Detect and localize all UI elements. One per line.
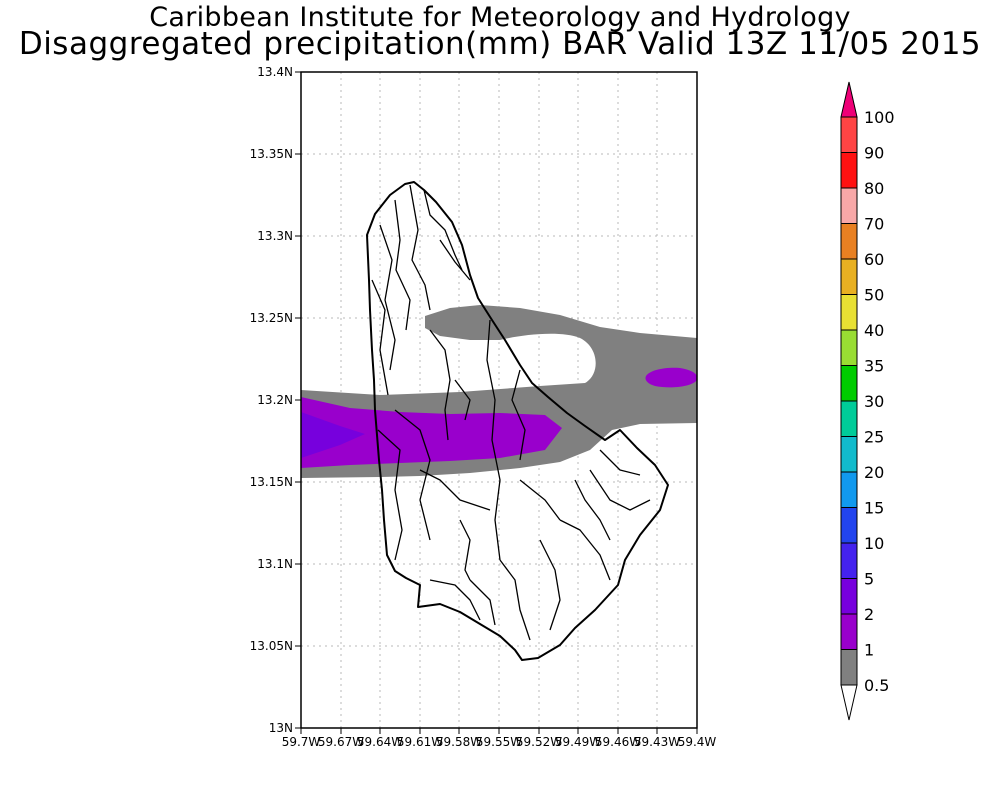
colorbar-swatch bbox=[840, 294, 858, 331]
colorbar-swatch bbox=[840, 578, 858, 615]
colorbar-swatch bbox=[840, 436, 858, 473]
x-axis-labels: 59.7W 59.67W 59.64W 59.61W 59.58W 59.55W… bbox=[282, 735, 717, 749]
x-axis-ticks bbox=[300, 728, 698, 734]
colorbar-label: 100 bbox=[864, 108, 895, 127]
y-tick-label: 13.4N bbox=[257, 65, 293, 79]
x-tick-label: 59.7W bbox=[282, 735, 321, 749]
x-tick-label: 59.58W bbox=[436, 735, 482, 749]
colorbar-label: 60 bbox=[864, 250, 884, 269]
colorbar-label: 15 bbox=[864, 499, 884, 518]
x-tick-label: 59.64W bbox=[357, 735, 403, 749]
colorbar-label: 0.5 bbox=[864, 676, 889, 695]
y-tick-label: 13.3N bbox=[257, 229, 293, 243]
y-tick-label: 13.2N bbox=[257, 393, 293, 407]
y-tick-label: 13N bbox=[269, 721, 293, 735]
colorbar-label: 30 bbox=[864, 392, 884, 411]
colorbar-swatch bbox=[840, 223, 858, 260]
x-tick-label: 59.61W bbox=[397, 735, 443, 749]
colorbar-label: 10 bbox=[864, 534, 884, 553]
y-tick-label: 13.15N bbox=[250, 475, 293, 489]
y-tick-label: 13.35N bbox=[250, 147, 293, 161]
precip-band-purple bbox=[301, 397, 562, 468]
map-title: Caribbean Institute for Meteorology and … bbox=[149, 2, 851, 33]
island-outline bbox=[366, 181, 669, 661]
x-tick-label: 59.55W bbox=[476, 735, 522, 749]
colorbar-swatch bbox=[840, 365, 858, 402]
colorbar-label: 25 bbox=[864, 428, 884, 447]
x-tick-label: 59.4W bbox=[678, 735, 717, 749]
colorbar-label: 20 bbox=[864, 463, 884, 482]
colorbar-swatch bbox=[840, 258, 858, 295]
colorbar-swatch bbox=[840, 329, 858, 366]
x-tick-label: 59.67W bbox=[318, 735, 364, 749]
colorbar-swatch bbox=[840, 152, 858, 189]
x-tick-label: 59.52W bbox=[516, 735, 562, 749]
y-tick-label: 13.1N bbox=[257, 557, 293, 571]
colorbar-swatch bbox=[840, 507, 858, 544]
colorbar-label: 80 bbox=[864, 179, 884, 198]
map-subtitle: Disaggregated precipitation(mm) BAR Vali… bbox=[18, 26, 982, 62]
colorbar-label: 90 bbox=[864, 144, 884, 163]
colorbar-swatch bbox=[840, 400, 858, 437]
y-tick-label: 13.05N bbox=[250, 639, 293, 653]
colorbar-swatch bbox=[840, 613, 858, 650]
x-tick-label: 59.43W bbox=[634, 735, 680, 749]
y-axis-labels: 13N 13.05N 13.1N 13.15N 13.2N 13.25N 13.… bbox=[250, 65, 293, 735]
x-tick-label: 59.49W bbox=[555, 735, 601, 749]
colorbar-label: 50 bbox=[864, 286, 884, 305]
colorbar-label: 35 bbox=[864, 357, 884, 376]
colorbar-swatch bbox=[840, 649, 858, 686]
grid-lines bbox=[301, 72, 697, 728]
y-axis-ticks bbox=[295, 71, 301, 729]
precip-blob-east bbox=[645, 367, 697, 388]
colorbar-swatch bbox=[840, 542, 858, 579]
colorbar-label: 70 bbox=[864, 215, 884, 234]
colorbar-label: 2 bbox=[864, 605, 874, 624]
colorbar-label: 1 bbox=[864, 641, 874, 660]
x-tick-label: 59.46W bbox=[595, 735, 641, 749]
colorbar-swatch bbox=[840, 471, 858, 508]
precip-core-violet bbox=[301, 412, 365, 458]
colorbar-top-triangle bbox=[840, 81, 858, 118]
colorbar-swatch bbox=[840, 187, 858, 224]
colorbar-bottom-triangle bbox=[840, 684, 858, 721]
y-tick-label: 13.25N bbox=[250, 311, 293, 325]
colorbar-swatch bbox=[840, 116, 858, 153]
colorbar-label: 40 bbox=[864, 321, 884, 340]
colorbar-label: 5 bbox=[864, 570, 874, 589]
coastline bbox=[366, 181, 669, 661]
